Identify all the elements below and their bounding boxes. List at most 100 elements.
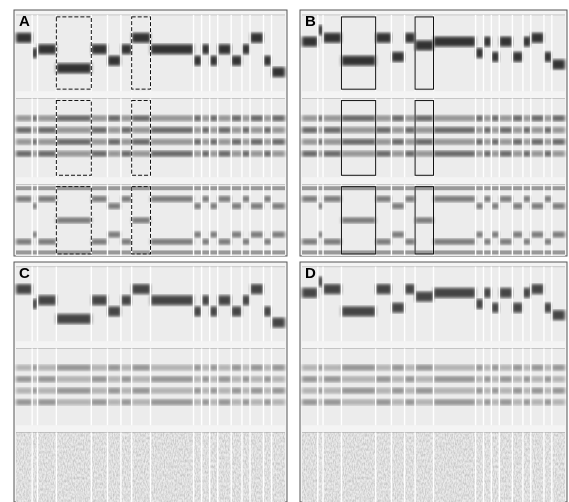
baf-edge (250, 186, 263, 190)
baf-band (121, 196, 132, 202)
baf-band (218, 196, 231, 202)
allele-band (476, 139, 484, 145)
baf-edge (491, 250, 499, 254)
baf-band (512, 203, 523, 209)
baf-edge (218, 250, 231, 254)
baf-edge (499, 250, 512, 254)
allele-band (415, 139, 433, 145)
signal-band (302, 288, 318, 298)
signal-band (391, 52, 404, 62)
baf-band (405, 239, 416, 245)
allele-band (376, 399, 392, 405)
signal-band (38, 295, 57, 305)
signal-band (250, 33, 263, 43)
allele-band (91, 399, 107, 405)
signal-band (476, 299, 484, 309)
signal-band (476, 48, 484, 58)
baf-band (323, 196, 341, 202)
allele-band (151, 365, 194, 371)
allele-band (405, 399, 416, 405)
signal-band (132, 284, 151, 294)
allele-band (341, 115, 375, 121)
figure: ABCD (0, 0, 569, 502)
baf-band (302, 239, 318, 245)
allele-band (107, 127, 120, 133)
allele-band (16, 151, 32, 157)
allele-band (91, 376, 107, 382)
allele-band (151, 139, 194, 145)
allele-band (405, 365, 416, 371)
signal-band (202, 295, 210, 305)
baf-edge (16, 186, 32, 190)
baf-band (544, 239, 552, 245)
allele-band (194, 365, 202, 371)
baf-band (318, 203, 323, 209)
signal-band (56, 63, 91, 73)
allele-band (318, 115, 323, 121)
signal-band (121, 44, 132, 54)
baf-band (491, 232, 499, 238)
baf-band (250, 232, 263, 238)
allele-band (302, 376, 318, 382)
baf-band (499, 239, 512, 245)
signal-band (434, 37, 476, 47)
baf-band (56, 217, 91, 223)
baf-edge (38, 186, 57, 190)
signal-band (376, 284, 392, 294)
signal-band (132, 33, 151, 43)
allele-band (218, 365, 231, 371)
allele-band (499, 388, 512, 394)
allele-band (210, 151, 218, 157)
allele-band (302, 151, 318, 157)
baf-edge (323, 250, 341, 254)
allele-band (272, 365, 285, 371)
signal-band (318, 25, 323, 35)
allele-band (531, 127, 544, 133)
allele-band (341, 139, 375, 145)
signal-band (91, 44, 107, 54)
allele-band (499, 151, 512, 157)
allele-band (405, 127, 416, 133)
signal-band (302, 37, 318, 47)
signal-band (121, 295, 132, 305)
allele-band (318, 127, 323, 133)
signal-band (415, 292, 433, 302)
allele-band (499, 376, 512, 382)
allele-band (434, 376, 476, 382)
allele-band (38, 388, 57, 394)
baf-band (263, 239, 271, 245)
allele-band (341, 151, 375, 157)
allele-band (499, 399, 512, 405)
allele-band (318, 399, 323, 405)
baf-band (476, 203, 484, 209)
allele-band (231, 399, 242, 405)
baf-band (415, 217, 433, 223)
signal-band (91, 295, 107, 305)
allele-band (194, 127, 202, 133)
allele-band (16, 365, 32, 371)
allele-band (491, 399, 499, 405)
baf-band (151, 196, 194, 202)
allele-band (391, 127, 404, 133)
signal-band (405, 284, 416, 294)
allele-band (210, 376, 218, 382)
baf-band (523, 196, 531, 202)
allele-band (242, 388, 250, 394)
baf-edge (552, 250, 565, 254)
allele-band (491, 365, 499, 371)
allele-band (476, 399, 484, 405)
allele-band (32, 139, 37, 145)
baf-band (132, 217, 151, 223)
baf-edge (194, 186, 202, 190)
baf-edge (531, 250, 544, 254)
signal-band (272, 67, 285, 77)
allele-band (250, 139, 263, 145)
signal-band (499, 37, 512, 47)
allele-band (218, 151, 231, 157)
baf-edge (476, 186, 484, 190)
allele-band (38, 376, 57, 382)
allele-band (250, 127, 263, 133)
allele-band (391, 151, 404, 157)
allele-band (231, 365, 242, 371)
allele-band (476, 388, 484, 394)
